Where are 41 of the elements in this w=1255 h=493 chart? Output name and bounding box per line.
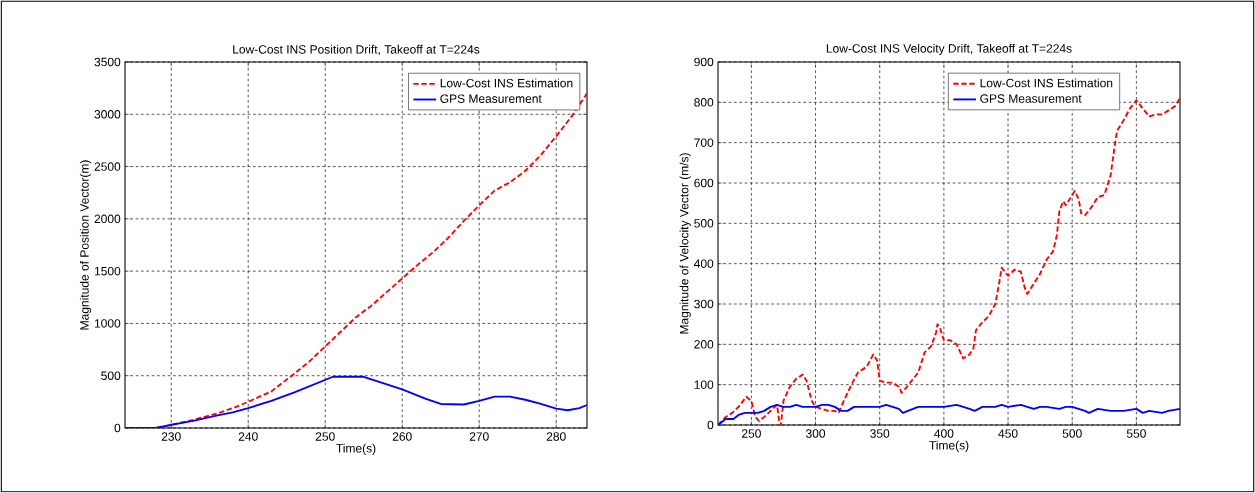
y-tick-label: 500 — [101, 371, 121, 380]
y-tick-label: 3000 — [94, 110, 121, 119]
y-tick-label: 100 — [694, 380, 714, 389]
x-tick-label: 250 — [741, 429, 761, 438]
chart-title: Low-Cost INS Position Drift, Takeoff at T=224s — [233, 44, 480, 56]
x-tick-label: 270 — [469, 432, 489, 441]
legend-label: GPS Measurement — [980, 94, 1082, 103]
y-tick-label: 600 — [694, 178, 714, 188]
x-tick-label: 250 — [315, 432, 335, 441]
x-tick-label: 230 — [161, 432, 181, 441]
x-tick-label: 550 — [1126, 429, 1146, 438]
x-tick-label: 240 — [238, 432, 258, 441]
y-tick-label: 200 — [694, 340, 714, 349]
y-tick-label: 400 — [693, 259, 714, 268]
chart-title: Low-Cost INS Velocity Drift, Takeoff at T=224s — [826, 43, 1072, 56]
y-tick-label: 3500 — [94, 57, 121, 67]
y-tick-label: 1000 — [94, 319, 121, 328]
y-tick-label: 0 — [707, 420, 714, 430]
x-tick-label: 450 — [998, 429, 1018, 438]
y-tick-label: 500 — [694, 219, 714, 228]
x-tick-label: 350 — [870, 429, 890, 438]
x-tick-label: 400 — [934, 429, 954, 438]
x-axis-title: Time(s) — [929, 440, 969, 452]
y-tick-label: 900 — [694, 57, 714, 67]
legend-label: GPS Measurement — [440, 94, 542, 103]
y-tick-label: 0 — [114, 423, 121, 433]
x-tick-label: 260 — [392, 432, 412, 441]
y-axis-title: Magnitude of Position Vector(m) — [79, 160, 92, 330]
x-axis-title: Time(s) — [336, 443, 376, 455]
y-tick-label: 1500 — [94, 266, 121, 276]
x-tick-label: 280 — [546, 432, 566, 441]
y-tick-label: 2500 — [94, 162, 121, 171]
y-axis-title: Magnitude of Velocity Vector (m/s) — [679, 153, 691, 334]
y-tick-label: 300 — [694, 299, 714, 309]
y-tick-label: 2000 — [94, 214, 121, 224]
legend-label: Low-Cost INS Estimation — [980, 78, 1113, 88]
legend-label: Low-Cost INS Estimation — [440, 78, 573, 88]
y-tick-label: 700 — [694, 138, 714, 147]
y-tick-label: 800 — [694, 98, 714, 107]
x-tick-label: 500 — [1062, 429, 1082, 438]
x-tick-label: 300 — [805, 429, 826, 438]
